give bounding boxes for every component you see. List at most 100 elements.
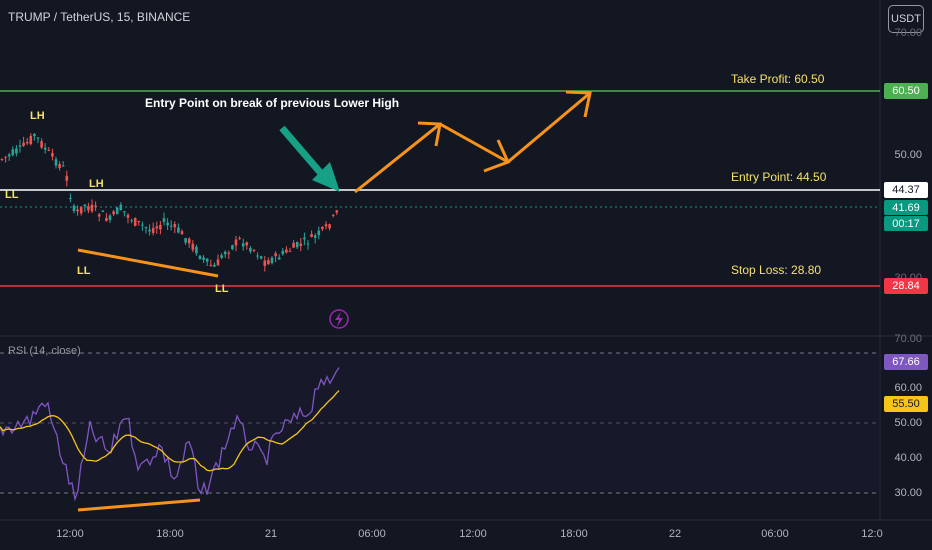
candle-body (295, 241, 299, 248)
candle-body (15, 148, 18, 154)
candle-body (97, 214, 101, 217)
rsi-indicator-label[interactable]: RSI (14, close) (8, 345, 81, 357)
candle-body (11, 149, 15, 156)
candle-body (303, 237, 306, 240)
rsi-ma-tag: 55.50 (884, 396, 928, 412)
time-tick: 18:00 (560, 528, 588, 540)
candle-body (191, 243, 195, 250)
candle-body (29, 135, 33, 145)
candle-body (83, 204, 87, 207)
candle-body (205, 258, 209, 262)
lower-low-marker: LL (5, 189, 19, 201)
candle-body (0, 158, 4, 160)
candle-body (36, 137, 40, 139)
candle-body (310, 234, 313, 238)
lower-high-marker: LH (30, 110, 45, 122)
candle-body (155, 226, 159, 229)
candle-body (299, 243, 303, 246)
rsi-ma-line[interactable] (0, 390, 340, 472)
candle-body (285, 249, 288, 253)
candle-body (263, 260, 267, 266)
candle-body (227, 252, 231, 254)
candle-body (281, 250, 285, 254)
candle-body (198, 255, 202, 259)
candle-body (43, 147, 47, 150)
take-profit-label[interactable]: Take Profit: 60.50 (731, 72, 825, 86)
projection-path[interactable] (354, 91, 591, 194)
candle-body (335, 210, 339, 213)
candle-body (259, 256, 263, 259)
candle-body (209, 265, 213, 267)
candle-body (123, 211, 126, 213)
time-tick: 12:00 (56, 528, 84, 540)
candle-body (256, 255, 259, 257)
candle-body (151, 227, 155, 233)
currency-button[interactable]: USDT (888, 5, 924, 33)
candle-body (47, 149, 51, 151)
candle-body (313, 235, 317, 238)
time-tick: 06:00 (761, 528, 789, 540)
support-trendline[interactable] (77, 248, 219, 278)
projection-arrowhead-3 (565, 90, 592, 118)
alert-bolt-icon[interactable] (329, 309, 349, 329)
candle-body (108, 215, 112, 220)
time-tick: 22 (668, 528, 682, 540)
candle-body (213, 264, 216, 267)
candle-body (4, 156, 7, 158)
candle-body (288, 250, 292, 252)
time-tick: 21 (264, 528, 278, 540)
candle-body (25, 141, 29, 144)
candle-body (79, 206, 83, 214)
candle-body (169, 225, 173, 227)
candle-body (141, 224, 144, 226)
candle-body (270, 257, 274, 264)
candle-body (321, 226, 324, 230)
time-tick: 06:00 (358, 528, 386, 540)
candle-body (144, 227, 148, 229)
candle-body (18, 145, 22, 147)
time-tick: 12:0 (861, 528, 883, 540)
candle-body (328, 224, 331, 229)
teal-arrow-head (312, 162, 340, 192)
candle-body (331, 214, 335, 216)
candle-body (292, 242, 295, 248)
rsi-tick: 60.00 (894, 382, 922, 394)
entry-point-label[interactable]: Entry Point: 44.50 (731, 170, 827, 184)
candle-body (306, 243, 310, 245)
rsi-line[interactable] (0, 367, 340, 502)
candle-body (94, 205, 97, 207)
rsi-divergence-line[interactable] (77, 498, 201, 512)
candle-body (58, 163, 61, 168)
price-tick: 70.00 (894, 27, 922, 39)
candle-body (22, 142, 25, 146)
bolt-glyph (335, 312, 343, 327)
candle-body (101, 210, 105, 212)
candle-body (51, 152, 54, 157)
candle-body (133, 217, 137, 226)
candle-body (162, 218, 166, 222)
entry-note-label[interactable]: Entry Point on break of previous Lower H… (145, 96, 400, 110)
symbol-title[interactable]: TRUMP / TetherUS, 15, BINANCE (8, 10, 191, 24)
candle-body (119, 204, 123, 210)
candle-body (115, 207, 119, 215)
lower-low-marker: LL (77, 265, 91, 277)
candle-body (252, 249, 256, 251)
stop-loss-label[interactable]: Stop Loss: 28.80 (731, 263, 822, 277)
candle-body (159, 224, 162, 230)
candle-body (126, 214, 130, 218)
candle-body (245, 242, 249, 246)
rsi-tick: 70.00 (894, 333, 922, 345)
teal-arrow-shaft (279, 125, 328, 181)
candle-body (220, 255, 223, 258)
candle-body (223, 251, 227, 255)
candle-body (274, 253, 277, 257)
candle-body (241, 243, 245, 247)
projection-arrowhead-1 (417, 121, 442, 147)
stop-loss-tag: 28.84 (884, 278, 928, 294)
candle-body (267, 260, 270, 265)
candlestick-series[interactable] (0, 132, 339, 272)
price-tick: 50.00 (894, 149, 922, 161)
rsi-tick: 40.00 (894, 452, 922, 464)
candle-body (33, 133, 36, 137)
